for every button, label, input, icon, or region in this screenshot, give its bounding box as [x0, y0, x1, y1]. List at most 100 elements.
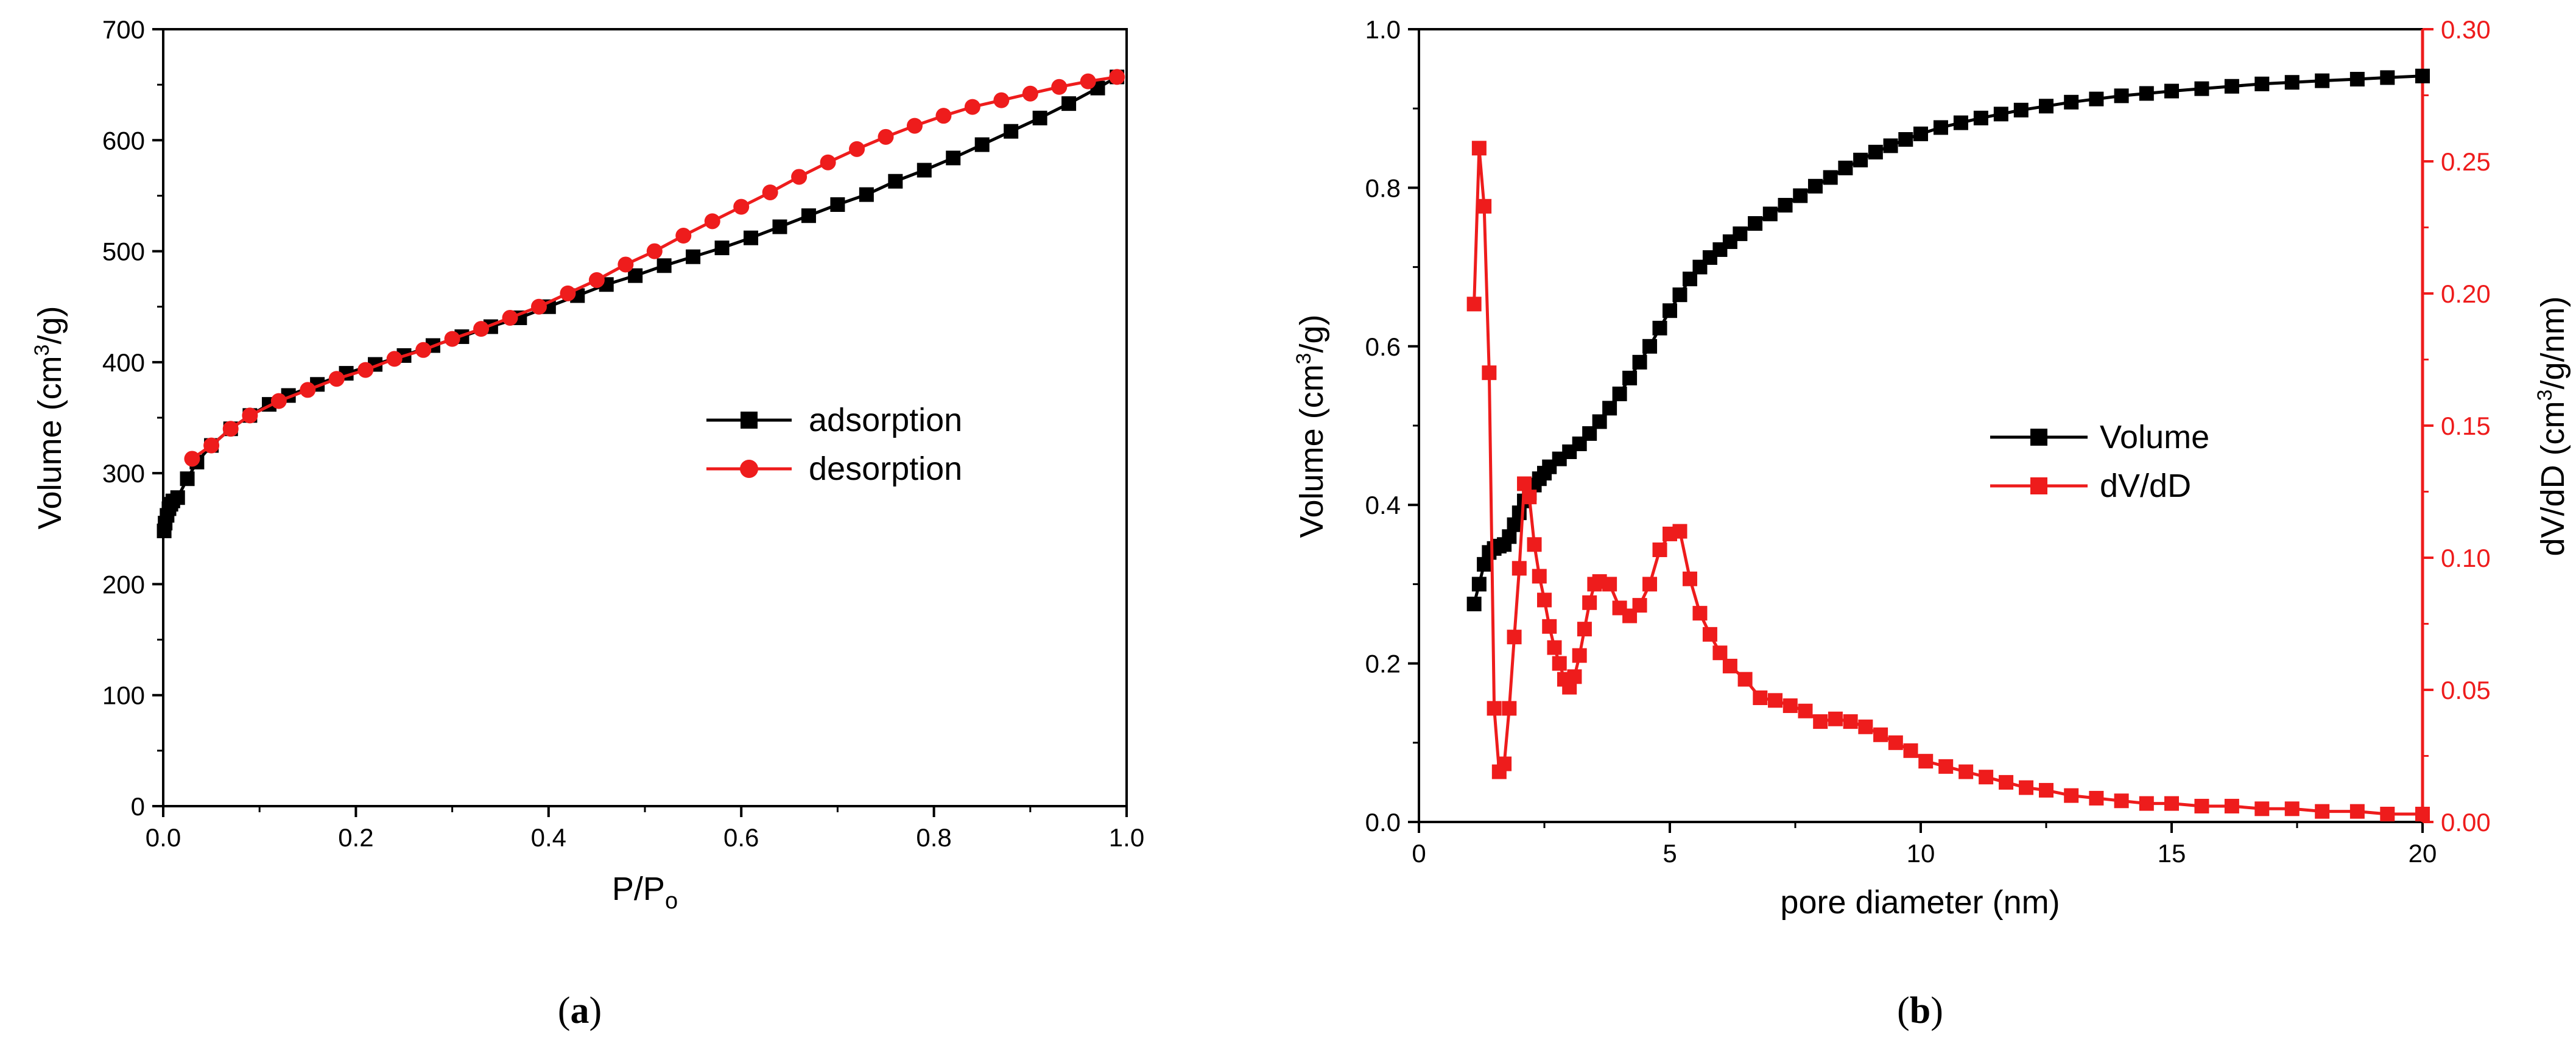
chart-a-ticks: 0.0 0.2 0.4 0.6 0.8 1.0 0 100 200 300 400 500 600 700 — [102, 15, 1144, 852]
series-dv-dd-point — [2224, 798, 2239, 813]
series-volume-point — [1652, 320, 1667, 335]
series-dv-dd-point — [1958, 764, 1974, 779]
chart-b-x-axis-title: pore diameter (nm) — [1780, 884, 2060, 921]
chart-b-y2-axis-title-tail: /g/nm) — [2535, 296, 2571, 389]
chart-b-x-tick-label: 20 — [2409, 839, 2437, 868]
series-volume-point — [1778, 198, 1793, 213]
chart-a-y-tick-label: 700 — [102, 15, 145, 44]
series-dv-dd-point — [1517, 476, 1532, 491]
series-dv-dd-point — [1682, 571, 1697, 586]
chart-b-pore-size: 0 5 10 15 20 0.0 0.2 0.4 0.6 0.8 1.0 0.00 0.05 0.10 0.… — [1292, 15, 2571, 1031]
series-dv-dd-point — [1672, 524, 1687, 539]
series-desorption-point — [184, 451, 200, 467]
series-volume-point — [2164, 83, 2179, 99]
chart-a-x-tick-label: 1.0 — [1109, 823, 1144, 852]
chart-a-x-tick-label: 0.2 — [338, 823, 373, 852]
series-dv-dd-point — [1466, 297, 1482, 312]
chart-b-y-axis-title: Volume (cm3/g) — [1292, 314, 1330, 538]
series-dv-dd-point — [1692, 606, 1708, 621]
series-volume-point — [1993, 107, 2008, 122]
series-dv-dd-point — [1471, 141, 1487, 156]
series-volume-point — [1973, 110, 1988, 125]
series-adsorption-point — [888, 174, 903, 189]
series-volume-point — [2139, 86, 2154, 101]
series-desorption-line — [191, 75, 1117, 460]
series-adsorption-point — [830, 197, 845, 212]
chart-a-panel-letter: a — [571, 990, 589, 1031]
series-dv-dd-point — [1477, 198, 1492, 214]
series-volume-point — [1748, 216, 1763, 231]
series-desorption-point — [588, 272, 605, 288]
series-dv-dd-point — [1527, 537, 1542, 552]
series-volume-point — [2315, 73, 2330, 88]
series-volume-point — [1853, 152, 1868, 167]
series-dv-dd-point — [1999, 774, 2014, 790]
chart-b-y2-axis-title: dV/dD (cm3/g/nm) — [2533, 296, 2571, 556]
chart-a-y-axis-title: Volume (cm3/g) — [30, 306, 68, 529]
series-dv-dd-point — [2315, 804, 2330, 819]
series-adsorption-point — [656, 258, 672, 273]
series-volume-point — [1898, 132, 1913, 147]
chart-a-panel-label: (a) — [558, 990, 602, 1031]
chart-b-panel-letter: b — [1910, 990, 1930, 1031]
chart-b-y2-tick-label: 0.30 — [2441, 15, 2491, 44]
chart-a-panel-paren-close: ) — [589, 990, 602, 1031]
series-volume-point — [1913, 126, 1928, 141]
series-dv-dd-point — [2415, 806, 2430, 821]
series-dv-dd-point — [1511, 561, 1527, 576]
chart-a-x-axis-title: P/Po — [612, 871, 678, 914]
series-volume-point — [2380, 70, 2395, 85]
series-dv-dd-point — [1572, 648, 1587, 663]
chart-b-x-tick-label: 10 — [1907, 839, 1935, 868]
series-desorption-point — [1109, 69, 1125, 85]
series-adsorption-point — [917, 163, 932, 178]
series-dv-dd-point — [2064, 788, 2079, 803]
series-desorption-point — [1051, 79, 1068, 95]
chart-a-x-tick-label: 0.8 — [916, 823, 951, 852]
series-desorption-point — [820, 154, 836, 170]
series-desorption-point — [849, 141, 865, 157]
series-desorption-point — [560, 285, 576, 301]
chart-b-y2-tick-label: 0.15 — [2441, 412, 2491, 440]
series-dv-dd-point — [1497, 756, 1512, 771]
series-volume-point — [2114, 88, 2129, 104]
series-volume-point — [1612, 386, 1627, 401]
series-desorption-point — [328, 371, 345, 387]
series-adsorption-point — [772, 219, 787, 234]
series-adsorption-point — [180, 471, 195, 486]
chart-a-x-tick-label: 0.0 — [146, 823, 181, 852]
series-desorption-point — [502, 309, 518, 326]
chart-b-y-tick-label: 1.0 — [1365, 15, 1401, 44]
series-dv-dd-point — [2349, 804, 2365, 819]
chart-a-y-tick-label: 500 — [102, 237, 145, 266]
series-dv-dd-point — [2194, 798, 2209, 813]
chart-b-x-tick-label: 5 — [1663, 839, 1677, 868]
series-dv-dd-point — [1542, 619, 1557, 634]
series-dv-dd-point — [1642, 577, 1658, 592]
series-dv-dd-point — [1979, 770, 1994, 785]
series-desorption-point — [300, 382, 316, 398]
series-dv-dd-point — [1798, 703, 1813, 718]
series-adsorption-point — [744, 230, 759, 245]
series-dv-dd-point — [1522, 490, 1537, 505]
series-volume-point — [1807, 178, 1823, 194]
series-desorption-point — [270, 393, 287, 409]
series-volume-point — [1762, 206, 1778, 222]
series-volume-point — [2254, 76, 2270, 91]
chart-a-isotherm: 0.0 0.2 0.4 0.6 0.8 1.0 0 100 200 300 400 500 600 700… — [30, 15, 1144, 1031]
series-dv-dd-point — [1813, 714, 1828, 729]
series-volume-point — [2089, 91, 2104, 107]
series-adsorption-point — [170, 490, 185, 505]
chart-a-y-tick-label: 600 — [102, 126, 145, 155]
series-dv-dd-point — [1768, 693, 1783, 708]
chart-a-series — [157, 69, 1125, 538]
series-dv-dd-point — [2380, 806, 2395, 821]
series-desorption-point — [993, 92, 1010, 108]
series-desorption-point — [415, 342, 432, 358]
chart-b-series — [1466, 68, 2430, 821]
series-adsorption-point — [1004, 124, 1019, 139]
series-desorption-point — [878, 128, 894, 145]
series-volume-point — [2194, 81, 2209, 96]
series-desorption-point — [646, 243, 663, 259]
series-desorption-point — [530, 298, 547, 315]
